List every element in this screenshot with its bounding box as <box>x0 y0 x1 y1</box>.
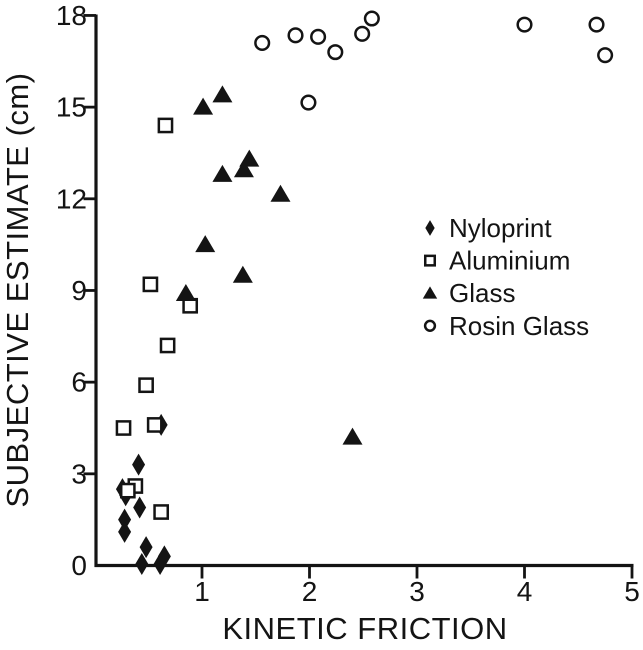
data-points <box>115 10 614 575</box>
legend-label: Nyloprint <box>449 213 552 243</box>
glass-point <box>342 427 363 445</box>
rosin-glass-point <box>300 94 317 111</box>
aluminium-point <box>142 276 159 293</box>
glass-point <box>212 164 233 182</box>
legend-label: Glass <box>449 278 515 308</box>
x-tick-label: 5 <box>624 576 640 607</box>
rosin-glass-point <box>516 16 533 33</box>
nyloprint-point <box>118 508 132 531</box>
aluminium-point <box>153 504 170 520</box>
aluminium-point <box>115 420 132 436</box>
y-tick-label: 6 <box>71 367 87 398</box>
y-axis-ticks: 0 3 6 9 12 15 18 <box>56 0 96 581</box>
aluminium-point <box>182 297 199 314</box>
y-tick-label: 15 <box>56 92 87 123</box>
glass-point <box>232 265 253 283</box>
rosin-glass-point <box>597 47 614 64</box>
y-tick-label: 18 <box>56 0 87 31</box>
rosin-glass-point <box>310 28 327 45</box>
aluminium-point <box>159 337 176 354</box>
glass-point <box>193 97 214 115</box>
axes <box>94 14 634 568</box>
y-tick-label: 3 <box>71 458 87 489</box>
series-aluminium <box>115 117 199 520</box>
rosin-glass-point <box>363 10 380 27</box>
legend-filled-triangle-icon <box>422 286 438 299</box>
nyloprint-point <box>132 453 146 476</box>
glass-point <box>175 284 196 302</box>
legend-item: Rosin Glass <box>423 311 589 341</box>
rosin-glass-point <box>254 34 271 52</box>
nyloprint-point <box>135 552 149 575</box>
glass-point <box>212 85 233 103</box>
series-rosin-glass <box>254 10 614 111</box>
x-tick-label: 1 <box>194 576 210 607</box>
x-axis-ticks: 1 2 3 4 5 <box>194 565 640 607</box>
x-tick-label: 4 <box>517 576 533 607</box>
aluminium-point <box>138 377 154 394</box>
x-axis-title: KINETIC FRICTION <box>222 611 507 646</box>
legend-item: Nyloprint <box>425 213 552 243</box>
rosin-glass-point <box>588 16 605 33</box>
nyloprint-point <box>133 496 147 519</box>
rosin-glass-point <box>327 44 344 61</box>
legend-item: Glass <box>422 278 515 308</box>
nyloprint-point <box>118 520 132 543</box>
legend-filled-diamond-icon <box>425 220 435 236</box>
x-tick-label: 2 <box>302 576 318 607</box>
aluminium-point <box>119 482 136 499</box>
legend-open-square-icon <box>423 254 437 267</box>
legend-label: Rosin Glass <box>449 311 589 341</box>
legend-label: Aluminium <box>449 246 570 276</box>
y-axis-title: SUBJECTIVE ESTIMATE (cm) <box>0 72 35 507</box>
y-tick-label: 0 <box>71 550 87 581</box>
glass-point <box>195 235 216 253</box>
legend-open-circle-icon <box>423 319 437 332</box>
legend-item: Aluminium <box>423 246 570 276</box>
nyloprint-point <box>139 536 153 559</box>
y-tick-label: 9 <box>71 275 87 306</box>
x-tick-label: 3 <box>409 576 425 607</box>
rosin-glass-point <box>287 27 304 44</box>
y-tick-label: 12 <box>56 183 87 214</box>
aluminium-point <box>146 417 163 433</box>
nyloprint-point <box>157 545 171 568</box>
glass-point <box>270 184 291 202</box>
aluminium-point <box>157 117 174 134</box>
series-glass <box>175 85 363 445</box>
glass-point <box>233 160 254 178</box>
rosin-glass-point <box>354 25 371 42</box>
